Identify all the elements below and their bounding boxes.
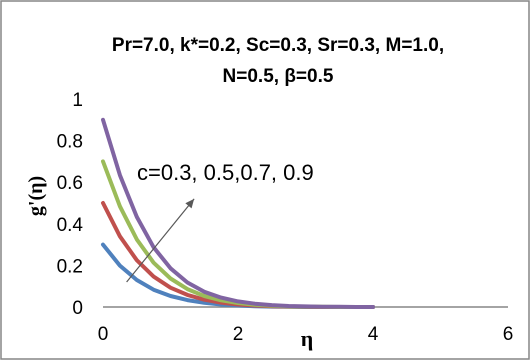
x-tick-label: 4 bbox=[368, 324, 379, 345]
x-tick-labels: 0 2 4 6 bbox=[98, 324, 514, 345]
x-axis-label: η bbox=[301, 326, 314, 351]
x-tick-label: 2 bbox=[233, 324, 244, 345]
y-tick-labels: 0 0.2 0.4 0.6 0.8 1 bbox=[57, 90, 84, 319]
x-tick-label: 6 bbox=[503, 324, 514, 345]
y-tick-label: 0.8 bbox=[57, 132, 83, 153]
annotation-text: c=0.3, 0.5,0.7, 0.9 bbox=[137, 160, 314, 185]
y-axis-label: g'(η) bbox=[25, 176, 47, 216]
y-tick-label: 1 bbox=[72, 90, 83, 111]
annotation-arrow bbox=[126, 198, 195, 283]
y-tick-label: 0.6 bbox=[57, 173, 83, 194]
y-tick-label: 0.2 bbox=[57, 256, 83, 277]
chart-title-line-2: N=0.5, β=0.5 bbox=[223, 66, 334, 87]
chart-title-line-1: Pr=7.0, k*=0.2, Sc=0.3, Sr=0.3, M=1.0, bbox=[112, 35, 444, 56]
y-tick-label: 0.4 bbox=[57, 215, 84, 236]
x-tick-label: 0 bbox=[98, 324, 109, 345]
y-tick-label: 0 bbox=[72, 298, 83, 319]
annotation-arrow-head bbox=[185, 198, 195, 209]
series-line-4 bbox=[101, 117, 375, 309]
